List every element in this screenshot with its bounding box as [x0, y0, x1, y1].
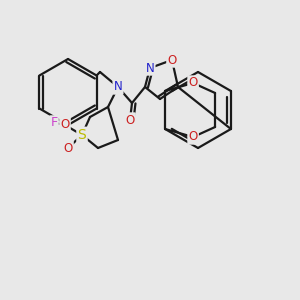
Text: N: N [114, 80, 122, 94]
Text: F: F [50, 116, 58, 130]
Text: S: S [78, 128, 86, 142]
Text: N: N [146, 61, 154, 74]
Text: O: O [63, 142, 73, 154]
Text: O: O [125, 113, 135, 127]
Text: O: O [167, 53, 177, 67]
Text: O: O [188, 76, 198, 89]
Text: O: O [60, 118, 70, 131]
Text: O: O [188, 130, 198, 143]
